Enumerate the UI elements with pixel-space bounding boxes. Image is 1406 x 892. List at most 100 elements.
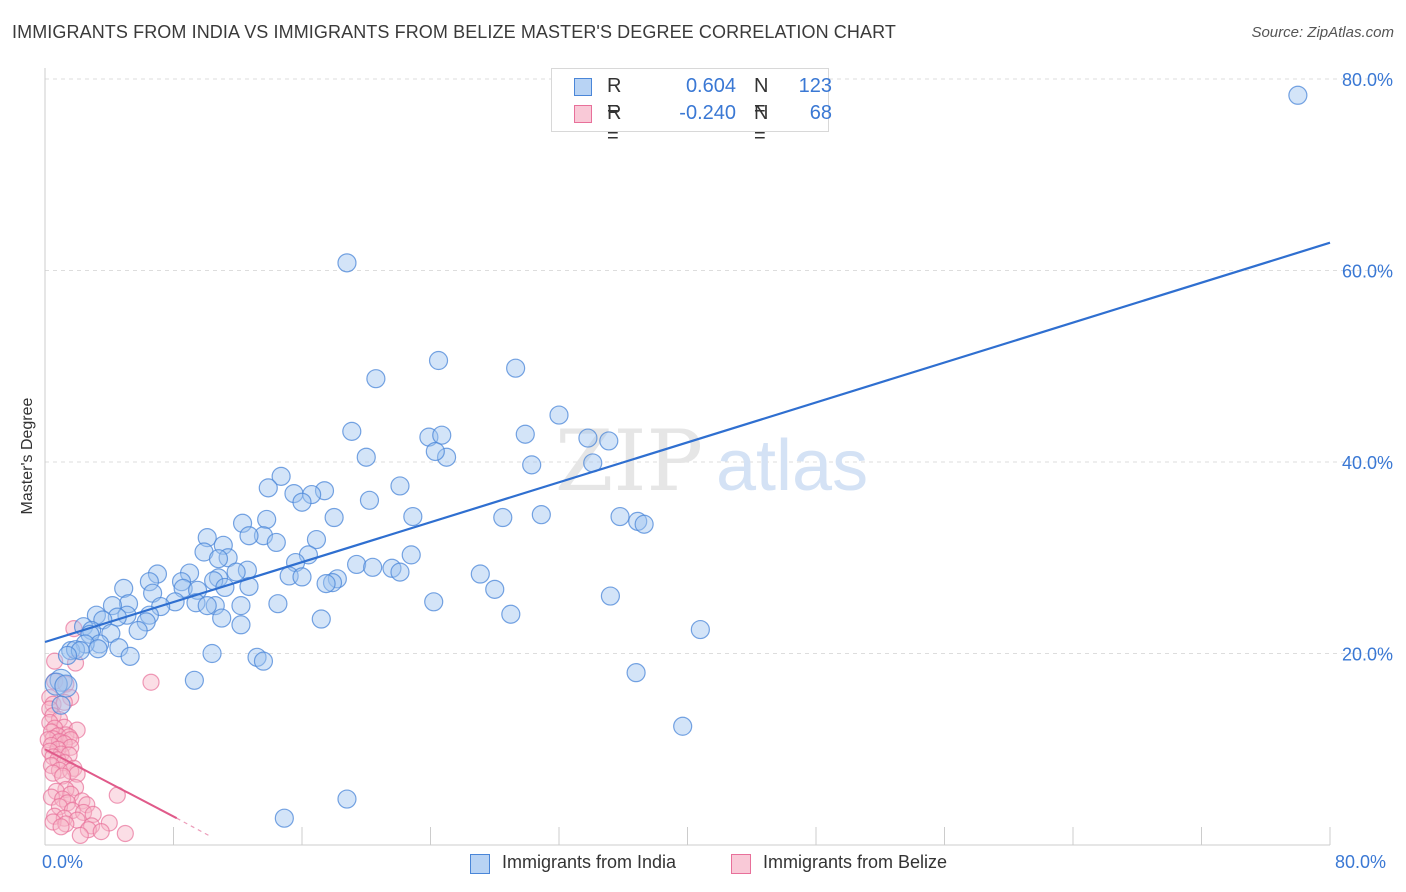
india-point (347, 554, 367, 575)
belize-swatch (574, 105, 592, 123)
india-point (390, 476, 410, 496)
india-r-value: 0.604 (685, 75, 736, 97)
belize-legend-label: Immigrants from Belize (763, 852, 948, 872)
belize-r-value: -0.240 (679, 102, 736, 124)
india-point (231, 596, 251, 616)
india-point (428, 350, 449, 371)
india-point (506, 358, 526, 378)
india-point (218, 548, 238, 568)
y-tick-label: 40.0% (1342, 453, 1393, 473)
india-point (549, 405, 569, 425)
india-point (390, 562, 410, 582)
india-point (470, 564, 490, 584)
india-point (88, 639, 108, 659)
belize-point (116, 824, 134, 843)
india-trendline (44, 241, 1331, 644)
india-n-label: N = (754, 75, 769, 120)
india-point (202, 643, 222, 664)
india-point (673, 716, 693, 736)
trend-lines (44, 241, 1331, 837)
india-point (316, 574, 336, 594)
india-point (215, 577, 235, 598)
india-point (432, 425, 452, 445)
india-point (44, 672, 68, 696)
india-point (212, 608, 232, 628)
india-point (253, 651, 274, 671)
india-point (359, 490, 380, 510)
x-tick-max: 80.0% (1335, 852, 1387, 872)
source-label: Source: ZipAtlas.com (1251, 24, 1394, 41)
india-r-label: R = (607, 75, 622, 120)
y-tick-label: 80.0% (1342, 70, 1393, 90)
x-tick-min: 0.0% (42, 852, 84, 872)
india-point (690, 619, 710, 640)
y-tick-label: 20.0% (1342, 645, 1393, 665)
india-point (257, 509, 277, 530)
belize-point (55, 693, 73, 711)
india-point (600, 586, 621, 606)
india-point (117, 605, 137, 625)
belize-point (54, 767, 72, 785)
india-point (57, 645, 78, 666)
belize-point (57, 815, 75, 833)
india-point (102, 596, 123, 616)
india-point (205, 596, 225, 616)
india-point (342, 421, 362, 441)
india-point (634, 514, 654, 534)
india-point (501, 604, 521, 624)
belize-r-label: R = (607, 102, 622, 147)
india-point (515, 424, 535, 444)
india-point (356, 447, 376, 467)
india-point (522, 455, 542, 475)
india-swatch-bottom (470, 854, 490, 874)
india-point (147, 564, 168, 584)
india-point (311, 609, 331, 629)
india-point (425, 441, 445, 462)
india-point (322, 573, 343, 593)
india-point (1288, 85, 1308, 105)
india-point (306, 529, 327, 550)
india-point (578, 428, 598, 448)
india-point (324, 507, 344, 528)
india-point (292, 567, 312, 587)
india-point (208, 549, 229, 569)
india-point (493, 507, 513, 528)
india-point (268, 594, 288, 614)
belize-swatch-bottom (731, 854, 751, 874)
india-point (274, 808, 294, 828)
india-point (302, 484, 322, 505)
india-point (599, 431, 619, 451)
india-point (197, 528, 217, 548)
belize-points (39, 620, 160, 845)
india-point (424, 592, 444, 612)
india-point (292, 492, 312, 512)
belize-trendline (44, 748, 178, 820)
india-point (485, 579, 505, 599)
belize-point (52, 818, 70, 836)
india-swatch (574, 78, 592, 96)
india-point (626, 663, 646, 683)
india-n-value: 123 (798, 75, 832, 97)
belize-point (44, 764, 62, 782)
india-point (436, 447, 457, 467)
india-point (120, 646, 140, 666)
chart-title: IMMIGRANTS FROM INDIA VS IMMIGRANTS FROM… (12, 22, 896, 42)
india-point (401, 545, 421, 565)
belize-n-label: N = (754, 102, 769, 147)
india-points (44, 85, 1308, 828)
india-point (266, 532, 286, 553)
india-point (51, 695, 71, 715)
india-point (184, 670, 204, 690)
india-point (366, 369, 386, 389)
india-point (186, 593, 206, 613)
india-point (403, 506, 423, 527)
india-point (54, 674, 78, 698)
india-point (239, 526, 259, 546)
india-point (197, 596, 217, 616)
india-point (232, 513, 253, 533)
india-point (139, 572, 160, 592)
belize-point (57, 675, 75, 693)
belize-point (71, 826, 89, 845)
watermark-atlas: atlas (716, 426, 868, 506)
